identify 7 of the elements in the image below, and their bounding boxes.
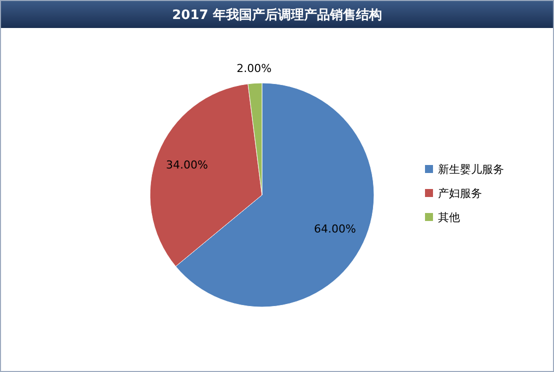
chart-title: 2017 年我国产后调理产品销售结构 xyxy=(172,7,382,23)
data-label: 2.00% xyxy=(236,62,272,76)
data-label: 64.00% xyxy=(314,222,356,236)
legend-label: 产妇服务 xyxy=(438,187,482,200)
legend-label: 其他 xyxy=(438,211,460,224)
legend-label: 新生婴儿服务 xyxy=(438,163,504,176)
data-label: 34.00% xyxy=(166,158,208,172)
